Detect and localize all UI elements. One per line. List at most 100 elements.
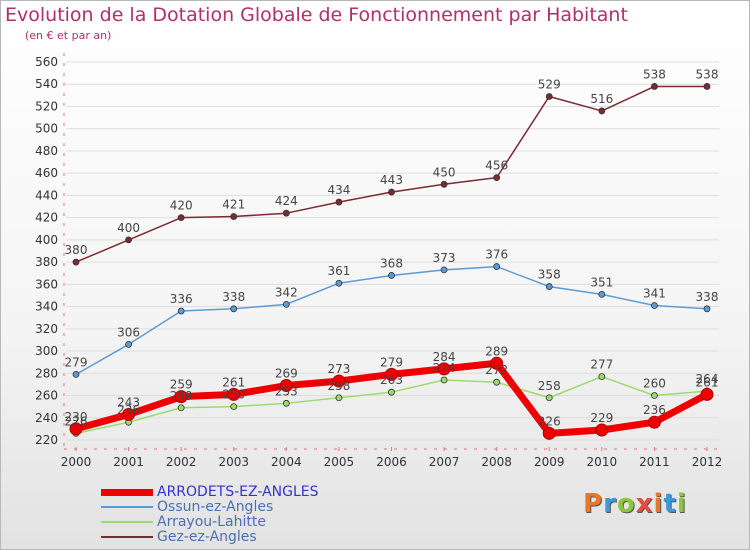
y-tick-label: 280 (35, 366, 58, 380)
data-label: 529 (538, 77, 561, 91)
data-label: 226 (538, 414, 561, 428)
y-tick-label: 520 (35, 99, 58, 113)
data-label: 236 (117, 403, 140, 417)
legend-swatch (101, 506, 153, 508)
data-label: 289 (485, 344, 508, 358)
data-point (282, 399, 290, 407)
data-label: 376 (485, 248, 508, 262)
data-label: 263 (380, 373, 403, 387)
data-point (335, 279, 343, 287)
y-tick-label: 300 (35, 344, 58, 358)
y-tick-label: 240 (35, 411, 58, 425)
data-label: 338 (222, 290, 245, 304)
data-label: 538 (643, 67, 666, 81)
data-point (177, 404, 185, 412)
data-label: 253 (275, 384, 298, 398)
data-label: 380 (65, 243, 88, 257)
x-tick-label: 2005 (324, 455, 355, 469)
logo-letter: x (635, 489, 654, 519)
proxiti-logo: Proxiti (583, 489, 687, 519)
data-label: 358 (538, 268, 561, 282)
data-label: 424 (275, 194, 298, 208)
y-tick-label: 460 (35, 166, 58, 180)
y-tick-label: 360 (35, 277, 58, 291)
data-point (230, 305, 238, 313)
data-point (227, 387, 241, 401)
data-point (437, 362, 451, 376)
data-label: 258 (538, 379, 561, 393)
data-point (440, 180, 448, 188)
data-label: 272 (485, 363, 508, 377)
x-tick-label: 2009 (534, 455, 565, 469)
x-tick-label: 2002 (166, 455, 197, 469)
y-tick-label: 320 (35, 322, 58, 336)
data-label: 250 (222, 388, 245, 402)
data-point (598, 290, 606, 298)
legend-item: ARRODETS-EZ-ANGLES (101, 484, 361, 500)
data-point (72, 371, 80, 378)
x-tick-label: 2008 (481, 455, 512, 469)
data-point (388, 388, 395, 396)
legend-label: Ossun-ez-Angles (157, 499, 274, 515)
data-label: 249 (170, 389, 193, 403)
data-label: 279 (65, 355, 88, 369)
data-label: 269 (275, 367, 298, 381)
data-label: 342 (275, 285, 298, 299)
data-label: 336 (170, 292, 193, 306)
y-tick-label: 380 (35, 255, 58, 269)
y-tick-label: 420 (35, 211, 58, 225)
logo-letter: t (663, 489, 677, 519)
data-point (440, 376, 448, 384)
data-point (440, 266, 448, 274)
data-point (545, 93, 553, 100)
y-tick-label: 480 (35, 144, 58, 158)
data-point (545, 394, 553, 402)
x-tick-label: 2010 (587, 455, 618, 469)
data-point (174, 390, 188, 404)
data-point (122, 407, 136, 421)
x-tick-label: 2007 (429, 455, 460, 469)
data-point (542, 426, 556, 440)
x-tick-label: 2003 (218, 455, 249, 469)
data-label: 421 (222, 198, 245, 212)
data-label: 368 (380, 256, 403, 270)
data-label: 351 (590, 275, 613, 289)
data-point (647, 415, 661, 429)
data-point (703, 83, 711, 90)
legend-swatch (101, 488, 153, 496)
x-tick-label: 2006 (376, 455, 407, 469)
data-label: 284 (433, 350, 456, 364)
data-point (332, 374, 346, 388)
y-tick-label: 500 (35, 122, 58, 136)
data-label: 434 (327, 183, 350, 197)
data-point (700, 387, 714, 401)
data-label: 243 (117, 395, 140, 409)
data-point (282, 300, 290, 308)
data-point (335, 198, 343, 206)
legend-label: Arrayou-Lahitte (157, 514, 266, 530)
data-label: 450 (433, 165, 456, 179)
data-label: 261 (222, 375, 245, 389)
data-point (493, 378, 501, 386)
data-label: 229 (590, 411, 613, 425)
y-tick-label: 260 (35, 389, 58, 403)
y-tick-label: 560 (35, 55, 58, 69)
data-point (177, 214, 185, 222)
data-label: 274 (433, 361, 456, 375)
data-point (598, 373, 606, 381)
data-label: 338 (696, 290, 719, 304)
data-point (125, 340, 132, 348)
y-tick-label: 340 (35, 300, 58, 314)
x-tick-label: 2001 (113, 455, 144, 469)
data-label: 226 (65, 414, 88, 428)
legend-item: Arrayou-Lahitte (101, 514, 361, 530)
data-point (595, 423, 609, 437)
data-point (230, 213, 238, 220)
data-point (385, 367, 398, 381)
data-point (598, 107, 606, 115)
data-label: 420 (170, 199, 193, 213)
data-label: 279 (380, 355, 403, 369)
chart-title: Evolution de la Dotation Globale de Fonc… (5, 4, 628, 26)
